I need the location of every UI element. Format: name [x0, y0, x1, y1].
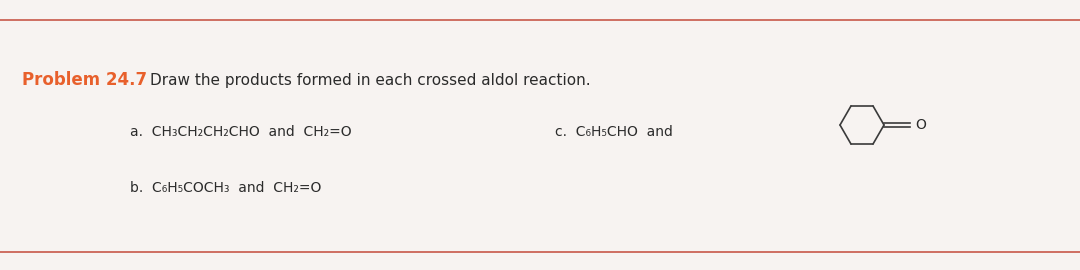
Text: Draw the products formed in each crossed aldol reaction.: Draw the products formed in each crossed… [150, 73, 591, 87]
Text: b.  C₆H₅COCH₃  and  CH₂=O: b. C₆H₅COCH₃ and CH₂=O [130, 181, 322, 195]
Text: O: O [916, 118, 927, 132]
Text: c.  C₆H₅CHO  and: c. C₆H₅CHO and [555, 125, 673, 139]
Text: a.  CH₃CH₂CH₂CHO  and  CH₂=O: a. CH₃CH₂CH₂CHO and CH₂=O [130, 125, 352, 139]
Text: Problem 24.7: Problem 24.7 [22, 71, 147, 89]
